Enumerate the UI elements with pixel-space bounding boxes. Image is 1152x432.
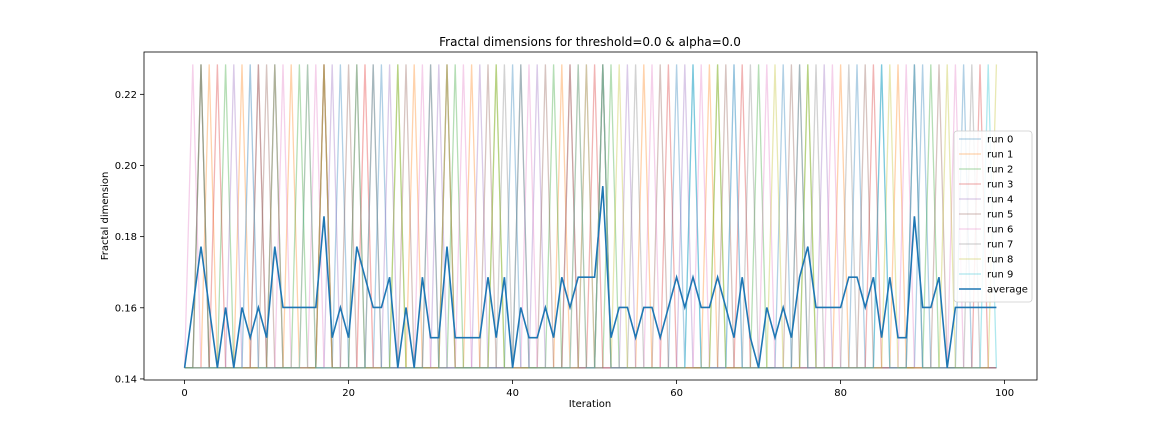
y-tick-label: 0.14 (115, 374, 137, 385)
legend-label: run 5 (987, 210, 1013, 221)
plot-series (183, 64, 998, 369)
legend-label: run 1 (987, 150, 1013, 161)
x-axis-label: Iteration (569, 399, 611, 410)
x-tick-label: 80 (834, 388, 847, 399)
series-line-run-5 (184, 64, 997, 369)
legend-label: run 2 (987, 165, 1013, 176)
chart-title: Fractal dimensions for threshold=0.0 & a… (439, 35, 741, 49)
y-tick-label: 0.20 (115, 161, 137, 172)
plot-frame (143, 51, 1038, 381)
series-line-run-6 (183, 64, 997, 369)
y-tick-label: 0.22 (115, 90, 137, 101)
legend-label: run 4 (987, 195, 1013, 206)
y-axis-label: Fractal dimension (100, 172, 111, 261)
legend-box (953, 130, 1033, 303)
series-line-run-8 (184, 64, 998, 369)
series-line-run-2 (184, 64, 997, 369)
x-tick-label: 60 (670, 388, 683, 399)
y-tick-label: 0.16 (115, 303, 137, 314)
y-tick-label: 0.18 (115, 232, 137, 243)
series-line-run-7 (184, 64, 997, 369)
x-tick-label: 0 (181, 388, 187, 399)
series-line-run-9 (184, 64, 998, 369)
x-tick-label: 20 (342, 388, 355, 399)
series-line-run-4 (184, 64, 997, 369)
legend-label: run 9 (987, 270, 1013, 281)
x-tick-label: 100 (995, 388, 1014, 399)
x-tick-label: 40 (506, 388, 519, 399)
series-line-average (183, 186, 997, 369)
x-axis: 0 20 40 60 80 100 (181, 380, 1014, 399)
legend: run 0 run 1 run 2 run 3 run 4 run 5 run 6 run 7… (953, 130, 1033, 303)
legend-label: run 7 (987, 240, 1013, 251)
legend-label: run 8 (987, 255, 1013, 266)
series-line-run-1 (184, 64, 997, 369)
legend-label: run 0 (987, 135, 1013, 146)
series-line-run-3 (184, 64, 997, 369)
legend-label: run 3 (987, 180, 1013, 191)
series-line-run-0 (184, 64, 997, 369)
legend-label: average (987, 285, 1028, 296)
legend-label: run 6 (987, 225, 1013, 236)
y-axis: 0.14 0.16 0.18 0.20 0.22 (115, 90, 144, 385)
